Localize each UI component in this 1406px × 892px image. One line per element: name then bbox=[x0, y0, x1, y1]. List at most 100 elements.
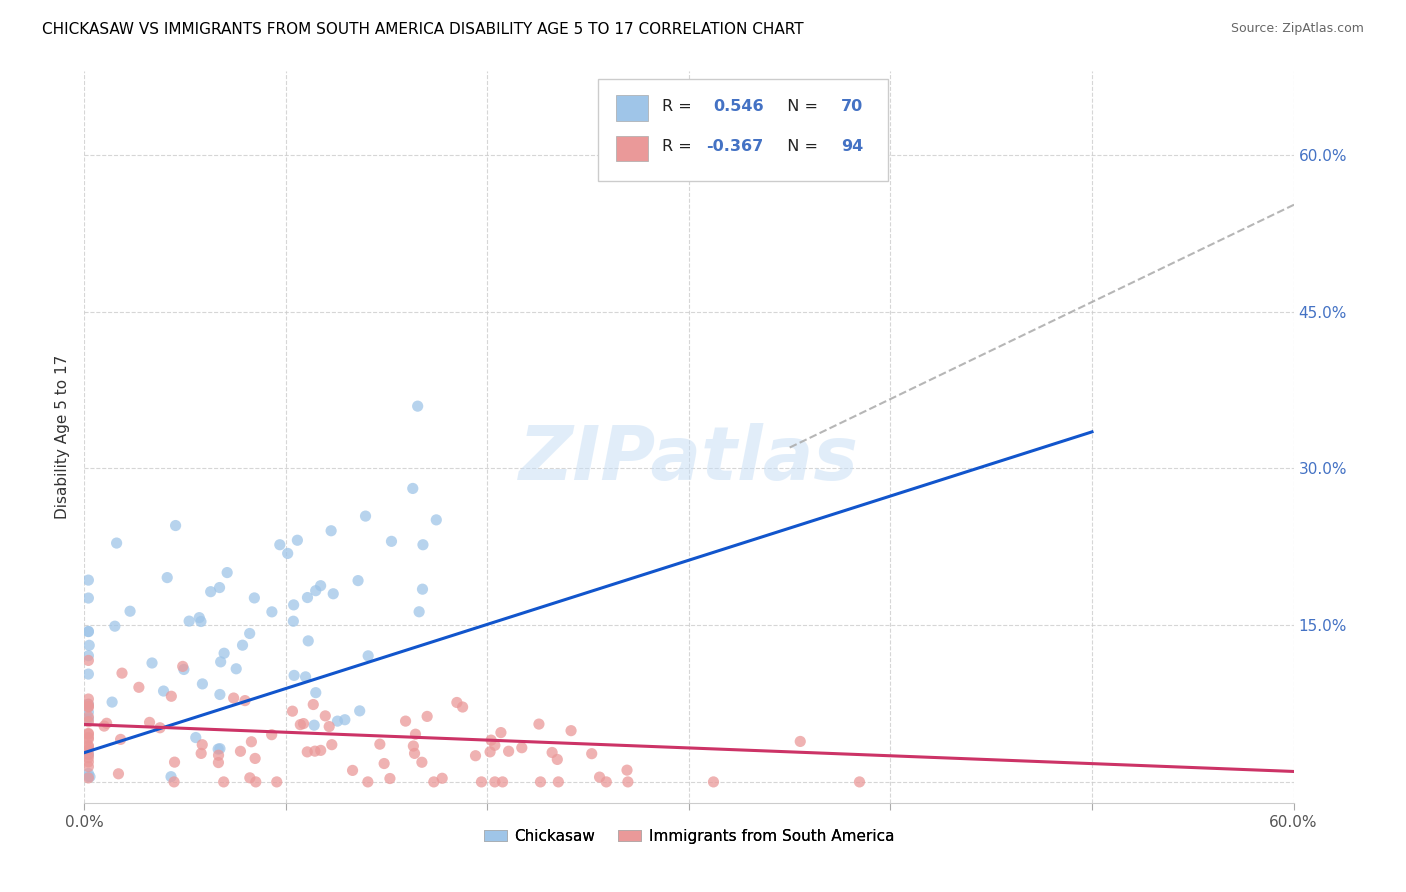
Point bbox=[105, 536, 128, 550]
Point bbox=[239, 771, 262, 785]
Point bbox=[283, 614, 305, 628]
Point bbox=[101, 695, 124, 709]
Point bbox=[588, 770, 610, 784]
Point bbox=[547, 775, 569, 789]
Point bbox=[173, 663, 195, 677]
Point bbox=[77, 698, 100, 712]
Point bbox=[190, 747, 212, 761]
Point bbox=[354, 509, 377, 524]
Point bbox=[77, 739, 100, 753]
Point bbox=[406, 399, 429, 413]
Point bbox=[156, 571, 179, 585]
Point bbox=[163, 775, 186, 789]
Point bbox=[479, 745, 502, 759]
Point bbox=[77, 771, 100, 785]
Point bbox=[430, 772, 453, 786]
Point bbox=[77, 714, 100, 729]
Point bbox=[77, 591, 100, 605]
Point bbox=[297, 591, 319, 605]
Point bbox=[77, 742, 100, 756]
Point bbox=[484, 739, 506, 753]
Point bbox=[510, 740, 533, 755]
Point bbox=[231, 638, 253, 652]
Point bbox=[305, 583, 328, 598]
Point bbox=[120, 604, 142, 618]
Point bbox=[152, 684, 174, 698]
Point bbox=[77, 653, 100, 667]
Point bbox=[541, 746, 564, 760]
Point bbox=[77, 712, 100, 726]
Point bbox=[527, 717, 550, 731]
Point bbox=[104, 619, 127, 633]
Point bbox=[789, 734, 811, 748]
Point bbox=[172, 659, 194, 673]
Point bbox=[546, 752, 568, 766]
Point bbox=[111, 666, 134, 681]
Point bbox=[77, 755, 100, 769]
Point bbox=[77, 732, 100, 747]
Point bbox=[321, 738, 343, 752]
Text: ZIPatlas: ZIPatlas bbox=[519, 423, 859, 496]
Point bbox=[77, 726, 100, 740]
Point bbox=[212, 775, 235, 789]
Point bbox=[128, 681, 150, 695]
Point bbox=[77, 624, 100, 639]
Point bbox=[446, 696, 468, 710]
Point bbox=[77, 710, 100, 724]
Point bbox=[77, 692, 100, 706]
Point bbox=[318, 720, 340, 734]
Point bbox=[322, 587, 344, 601]
Point bbox=[378, 772, 401, 786]
Point bbox=[368, 737, 391, 751]
Point bbox=[191, 738, 214, 752]
Point bbox=[305, 686, 328, 700]
Point bbox=[404, 747, 426, 761]
Point bbox=[179, 614, 201, 628]
Point bbox=[77, 624, 100, 639]
Point bbox=[209, 655, 232, 669]
Text: R =: R = bbox=[662, 99, 697, 114]
Point bbox=[77, 698, 100, 712]
Point bbox=[208, 741, 231, 756]
Point bbox=[138, 715, 160, 730]
FancyBboxPatch shape bbox=[616, 95, 648, 121]
Point bbox=[357, 775, 380, 789]
Point bbox=[411, 582, 433, 597]
Point bbox=[77, 770, 100, 784]
Point bbox=[616, 763, 638, 777]
Point bbox=[165, 518, 187, 533]
Point bbox=[200, 584, 222, 599]
Point bbox=[373, 756, 395, 771]
Point bbox=[77, 759, 100, 773]
Point bbox=[402, 739, 425, 753]
Point bbox=[149, 721, 172, 735]
Point bbox=[77, 731, 100, 745]
FancyBboxPatch shape bbox=[616, 136, 648, 161]
Point bbox=[260, 728, 283, 742]
FancyBboxPatch shape bbox=[599, 78, 889, 181]
Point bbox=[163, 755, 186, 769]
Point bbox=[79, 770, 101, 784]
Point bbox=[297, 633, 319, 648]
Point bbox=[560, 723, 582, 738]
Point bbox=[595, 775, 617, 789]
Point bbox=[229, 744, 252, 758]
Point bbox=[283, 668, 305, 682]
Point bbox=[304, 744, 326, 758]
Point bbox=[245, 775, 267, 789]
Point bbox=[581, 747, 603, 761]
Point bbox=[77, 699, 100, 714]
Point bbox=[188, 610, 211, 624]
Point bbox=[281, 704, 304, 718]
Point bbox=[489, 725, 512, 739]
Point bbox=[347, 574, 370, 588]
Point bbox=[464, 748, 486, 763]
Point bbox=[77, 747, 100, 762]
Point bbox=[484, 775, 506, 789]
Point bbox=[423, 775, 446, 789]
Point bbox=[240, 735, 263, 749]
Point bbox=[77, 638, 100, 652]
Point bbox=[239, 626, 262, 640]
Point bbox=[402, 482, 425, 496]
Point bbox=[277, 546, 299, 560]
